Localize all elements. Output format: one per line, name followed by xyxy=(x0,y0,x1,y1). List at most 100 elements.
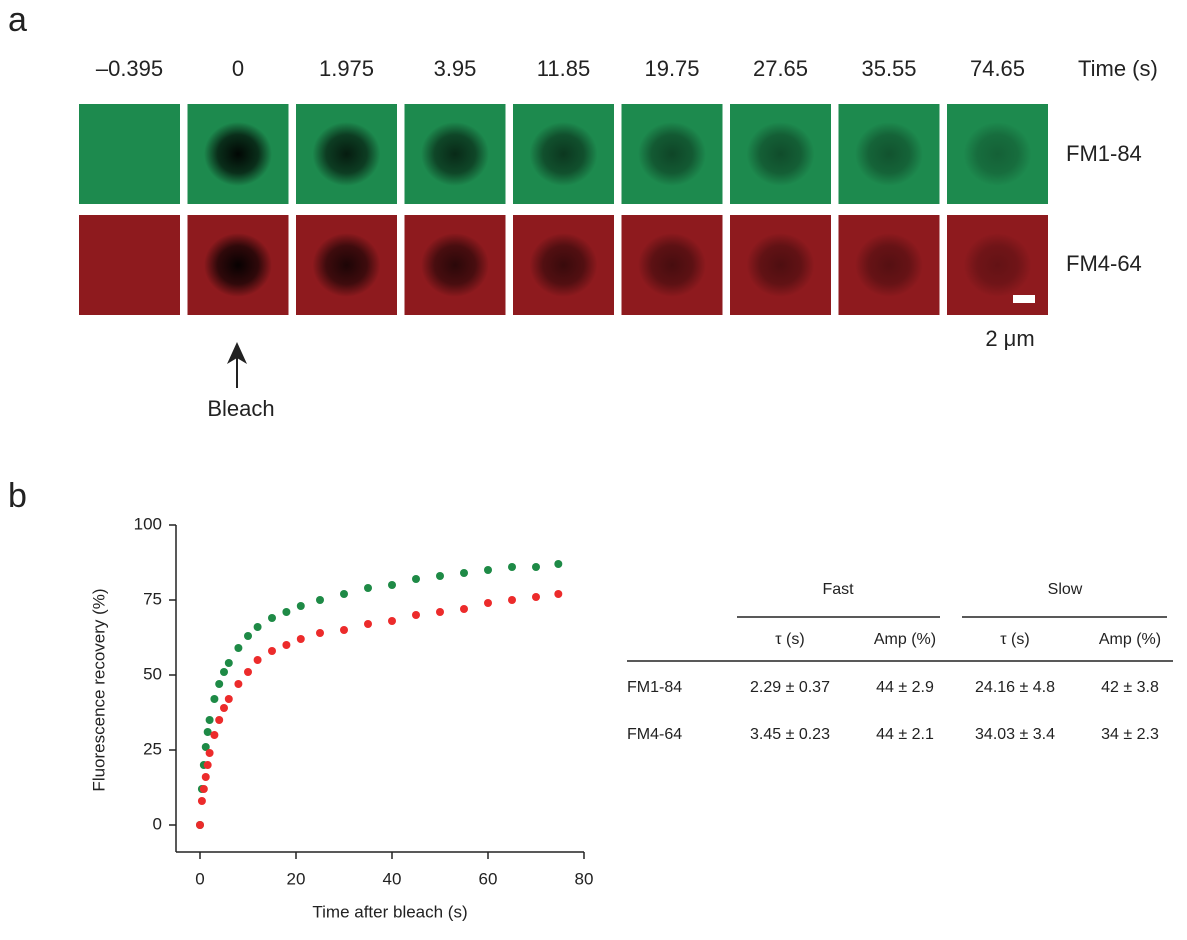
point xyxy=(532,563,540,571)
point xyxy=(388,617,396,625)
point xyxy=(364,584,372,592)
bleach-spot xyxy=(312,233,381,297)
y-tick-label: 50 xyxy=(143,664,162,683)
table-cell: 44 ± 2.9 xyxy=(876,679,934,696)
time-tick-label: 11.85 xyxy=(537,56,590,81)
time-tick-label: 19.75 xyxy=(644,56,699,81)
y-tick-label: 100 xyxy=(134,514,162,533)
point xyxy=(460,569,468,577)
point xyxy=(316,596,324,604)
point xyxy=(220,704,228,712)
point xyxy=(268,647,276,655)
table-cell: 34.03 ± 3.4 xyxy=(975,726,1055,743)
bleach-spot xyxy=(638,233,706,297)
time-tick-label: 27.65 xyxy=(753,56,808,81)
column-header: τ (s) xyxy=(1000,631,1029,648)
annotation: Bleach xyxy=(207,396,274,421)
time-label: Time (s) xyxy=(1078,56,1158,81)
point xyxy=(201,773,210,781)
point xyxy=(215,716,224,724)
time-tick-label: –0.395 xyxy=(96,56,163,81)
point xyxy=(484,599,492,607)
point xyxy=(268,614,276,622)
x-tick-label: 20 xyxy=(287,869,306,888)
point xyxy=(210,731,219,739)
time-tick-label: 35.55 xyxy=(861,56,916,81)
panel-label: b xyxy=(8,477,27,515)
point xyxy=(316,629,324,637)
table-cell: 3.45 ± 0.23 xyxy=(750,726,830,743)
point xyxy=(484,566,492,574)
point xyxy=(224,695,233,703)
table-cell: 42 ± 3.8 xyxy=(1101,679,1159,696)
point xyxy=(508,596,516,604)
point xyxy=(412,611,420,619)
group-header: Fast xyxy=(822,581,854,598)
point xyxy=(197,797,206,805)
row-label: FM1-84 xyxy=(1066,141,1142,166)
point xyxy=(388,581,396,589)
bleach-spot xyxy=(421,122,489,186)
bleach-spot xyxy=(312,122,381,186)
x-tick-label: 40 xyxy=(383,869,402,888)
point xyxy=(205,749,214,757)
point xyxy=(203,728,212,736)
bleach-spot xyxy=(746,122,815,186)
bleach-spot xyxy=(638,122,706,186)
table-cell: FM4-64 xyxy=(627,726,682,743)
row-label: FM4-64 xyxy=(1066,251,1142,276)
y-axis-label: Fluorescence recovery (%) xyxy=(89,588,108,791)
point xyxy=(244,668,252,676)
point xyxy=(532,593,540,601)
point xyxy=(296,602,305,610)
panel-label: a xyxy=(8,1,27,39)
point xyxy=(554,560,563,568)
point xyxy=(460,605,468,613)
bleach-spot xyxy=(746,233,815,297)
point xyxy=(340,626,348,634)
point xyxy=(554,590,563,598)
point xyxy=(244,632,252,640)
point xyxy=(296,635,305,643)
point xyxy=(508,563,516,571)
bleach-spot xyxy=(963,122,1032,186)
point xyxy=(224,659,233,667)
point xyxy=(199,785,208,793)
point xyxy=(253,623,262,631)
table-cell: 24.16 ± 4.8 xyxy=(975,679,1055,696)
bleach-spot xyxy=(204,122,272,186)
table: Fast Slow τ (s) Amp (%) τ (s) Amp (%) FM1-84 2.… xyxy=(627,581,1173,743)
point xyxy=(210,695,219,703)
x-axis-label: Time after bleach (s) xyxy=(312,902,467,921)
chart: 0 25 50 75 100 0 20 40 60 80 Time after bleach (s)… xyxy=(89,514,593,921)
column-header: Amp (%) xyxy=(874,631,936,648)
point xyxy=(436,608,444,616)
point xyxy=(282,608,291,616)
image-tile xyxy=(79,215,180,315)
y-tick-label: 0 xyxy=(153,814,162,833)
point xyxy=(234,680,243,688)
arrow-head xyxy=(227,342,247,364)
bleach-spot xyxy=(529,122,598,186)
table-cell: 34 ± 2.3 xyxy=(1101,726,1159,743)
point xyxy=(205,716,214,724)
point xyxy=(196,821,204,829)
y-tick-label: 75 xyxy=(143,589,162,608)
x-tick-label: 0 xyxy=(195,869,204,888)
point xyxy=(412,575,420,583)
x-tick-label: 60 xyxy=(479,869,498,888)
bleach-spot xyxy=(855,122,923,186)
point xyxy=(340,590,348,598)
bleach-spot xyxy=(204,233,272,297)
point xyxy=(220,668,228,676)
point xyxy=(282,641,291,649)
column-header: Amp (%) xyxy=(1099,631,1161,648)
time-tick-label: 3.95 xyxy=(434,56,477,81)
point xyxy=(234,644,243,652)
scale-bar xyxy=(1013,295,1035,303)
point xyxy=(203,761,212,769)
bleach-spot xyxy=(855,233,923,297)
table-cell: 44 ± 2.1 xyxy=(876,726,934,743)
point xyxy=(253,656,262,664)
